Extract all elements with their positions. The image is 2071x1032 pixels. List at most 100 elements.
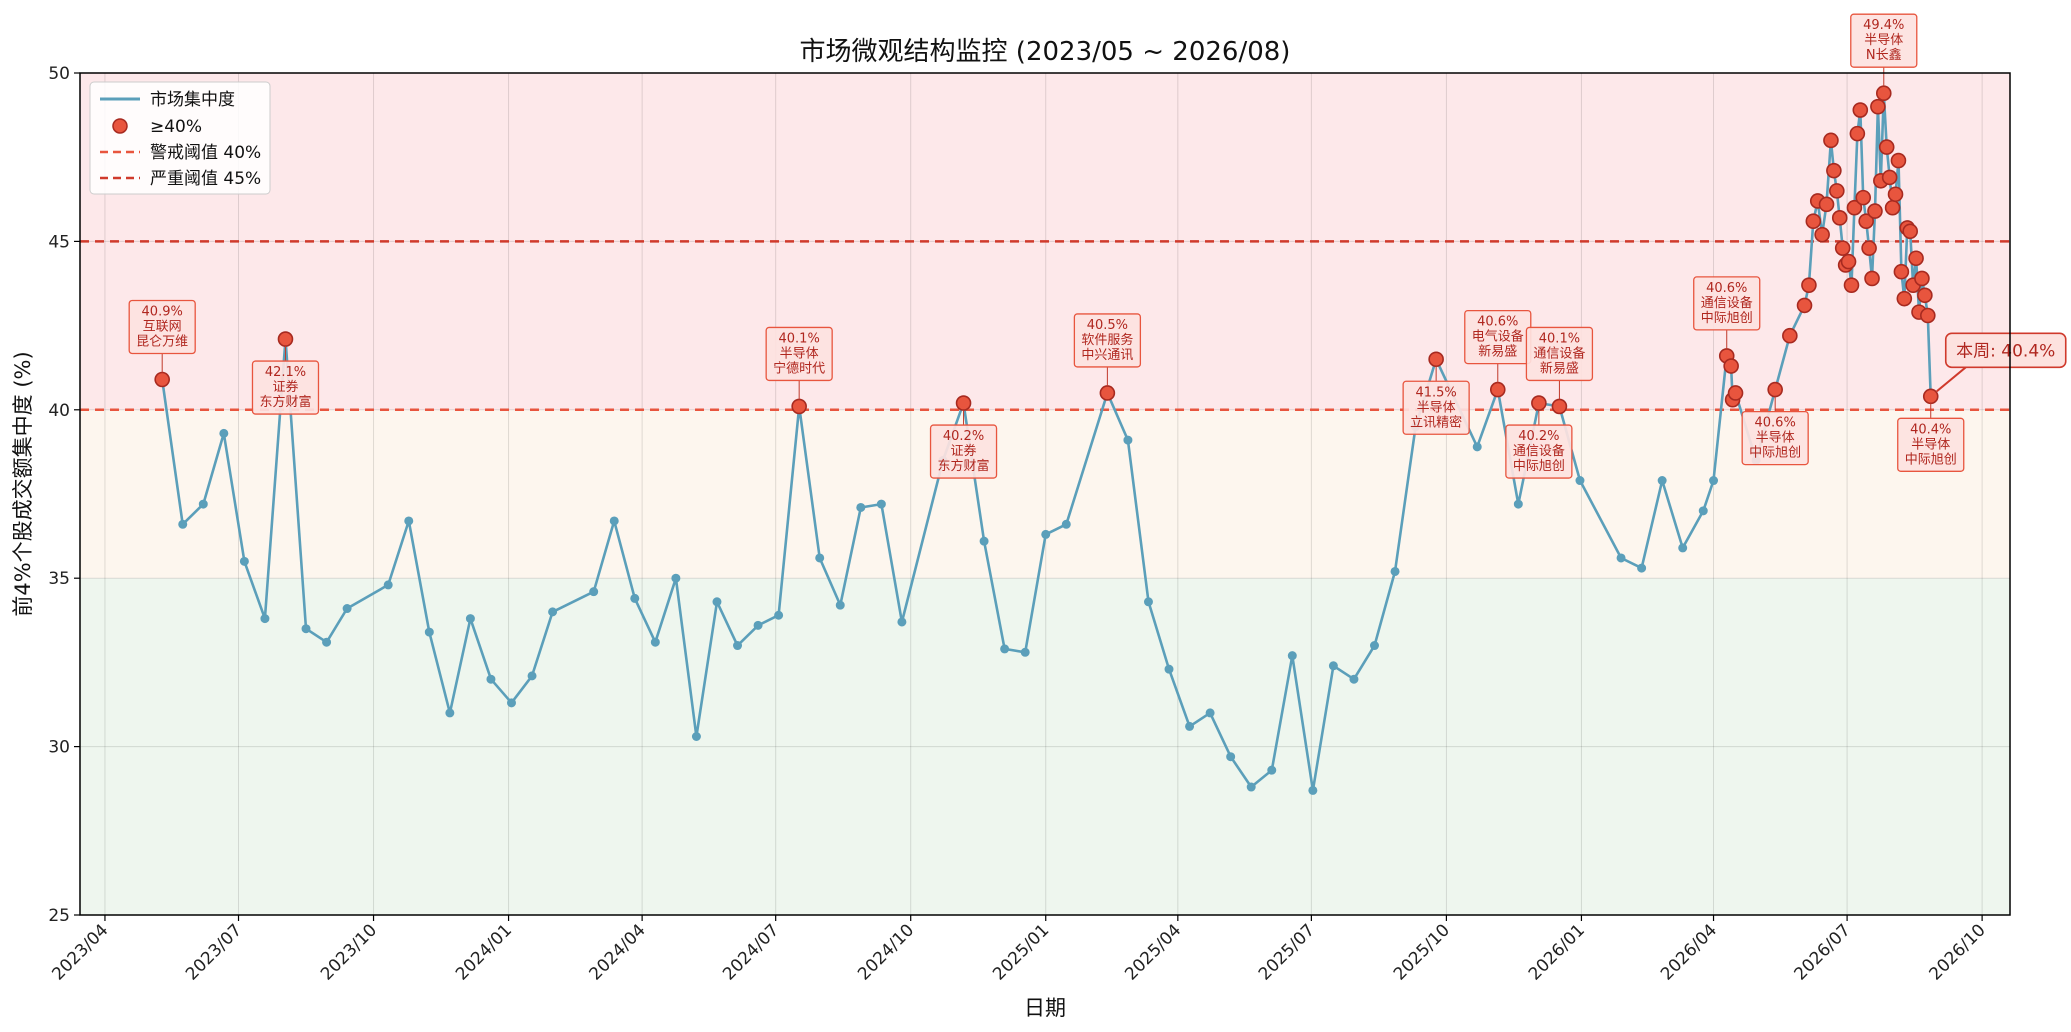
alert-point <box>1917 287 1933 304</box>
data-point <box>301 624 311 634</box>
data-point <box>548 607 558 617</box>
alert-point <box>1858 213 1874 229</box>
y-tick-label: 35 <box>48 569 70 589</box>
y-tick-label: 25 <box>48 906 70 926</box>
annotation-line: 41.5% <box>1415 385 1456 400</box>
legend-label-alert: ≥40% <box>150 117 202 137</box>
data-point <box>527 671 537 681</box>
data-point <box>506 698 516 708</box>
current-leader <box>1936 366 1967 393</box>
alert-point <box>1723 358 1739 374</box>
annotation-label: 40.9%互联网昆仑万维 <box>136 304 188 349</box>
annotation-line: 40.4% <box>1910 422 1951 437</box>
data-point <box>897 617 907 627</box>
data-point <box>835 600 845 610</box>
annotation-line: 电气设备 <box>1472 329 1524 345</box>
data-point <box>1709 476 1719 486</box>
annotation-label: 40.6%通信设备中际旭创 <box>1701 281 1753 326</box>
x-axis: 2023/04 2023/07 2023/10 2024/01 2024/04 2024/… <box>48 915 1990 984</box>
alert-point <box>1801 277 1817 293</box>
data-point <box>445 708 455 718</box>
alert-point <box>1849 125 1866 142</box>
legend-marker-swatch <box>112 118 128 134</box>
annotation-line: 42.1% <box>265 365 306 380</box>
x-tick-label: 2024/01 <box>452 920 516 984</box>
alert-point <box>1099 385 1116 401</box>
alert-point <box>1823 132 1839 149</box>
y-tick-label: 40 <box>48 401 70 421</box>
annotation-line: 立讯精密 <box>1410 414 1462 430</box>
data-point <box>424 627 434 637</box>
data-point <box>691 731 701 741</box>
annotation-line: 半导体 <box>780 346 819 361</box>
y-tick-label: 50 <box>48 64 70 84</box>
legend-label-series: 市场集中度 <box>150 90 235 110</box>
data-point <box>1041 529 1051 539</box>
alert-point <box>154 371 170 388</box>
annotation-line: 40.2% <box>943 429 984 444</box>
data-point <box>671 573 681 583</box>
alert-point <box>1875 85 1892 102</box>
data-point <box>753 620 763 630</box>
annotation-label: 40.1%通信设备新易盛 <box>1533 331 1585 376</box>
x-tick-label: 2025/04 <box>1121 920 1185 984</box>
annotation-line: 东方财富 <box>259 394 311 410</box>
alert-point <box>1831 210 1848 226</box>
annotation-line: 40.2% <box>1518 429 1559 444</box>
alert-point <box>1818 196 1835 213</box>
alert-point <box>1908 250 1924 267</box>
alert-point <box>1864 270 1880 287</box>
alert-point <box>1855 189 1872 206</box>
data-point <box>1328 661 1338 671</box>
alert-point <box>1767 381 1783 398</box>
annotation-label: 40.6%电气设备新易盛 <box>1472 315 1524 360</box>
legend-label-warn: 警戒阈值 40% <box>150 143 261 163</box>
annotation-label: 40.1%半导体宁德时代 <box>773 331 825 376</box>
annotation-line: 40.6% <box>1477 315 1518 330</box>
annotation-box <box>1850 13 1918 68</box>
annotation-box <box>1897 417 1965 472</box>
x-tick-label: 2026/07 <box>1791 920 1855 984</box>
data-point <box>876 499 886 509</box>
alert-point <box>1884 199 1901 216</box>
zone-bands <box>80 73 2010 915</box>
annotation-label: 40.2%通信设备中际旭创 <box>1513 429 1565 474</box>
data-point <box>1390 566 1400 576</box>
alert-point <box>1727 385 1744 401</box>
annotation-box <box>128 299 196 355</box>
x-tick-label: 2023/10 <box>317 920 381 984</box>
annotation-line: 证券 <box>272 379 298 395</box>
annotation-line: 40.9% <box>142 304 183 319</box>
annotation-box <box>251 360 320 415</box>
annotation-line: 40.6% <box>1755 416 1796 431</box>
x-tick-label: 2026/01 <box>1525 920 1589 984</box>
chart-title: 市场微观结构监控 (2023/05 ~ 2026/08) <box>800 37 1291 67</box>
annotation-line: 半导体 <box>1756 431 1795 446</box>
x-tick-label: 2023/07 <box>182 920 246 984</box>
alert-point <box>1852 102 1869 118</box>
annotation-label: 40.4%半导体中际旭创 <box>1905 422 1957 467</box>
annotation-label: 49.4%半导体 N长鑫 <box>1863 18 1904 63</box>
alert-point <box>1846 199 1863 216</box>
data-point <box>712 597 722 607</box>
alert-point <box>277 331 294 347</box>
x-tick-label: 2024/10 <box>854 920 918 984</box>
annotation-line: 昆仑万维 <box>136 334 188 349</box>
current-label: 本周: 40.4% <box>1956 341 2055 361</box>
x-tick-label: 2025/01 <box>989 920 1053 984</box>
annotation-line: 中兴通讯 <box>1081 348 1133 363</box>
x-axis-title: 日期 <box>1024 996 1066 1020</box>
annotation-box <box>1741 410 1809 466</box>
alert-point <box>1551 398 1568 415</box>
alert-point <box>1826 162 1842 179</box>
alert-point <box>1878 139 1895 155</box>
annotation-line: 通信设备 <box>1533 345 1585 361</box>
alert-point <box>1834 240 1851 256</box>
annotation-line: 中际旭创 <box>1905 452 1957 467</box>
annotation-line: 半导体 <box>1864 33 1903 48</box>
data-point <box>589 587 599 597</box>
data-point <box>1020 647 1030 657</box>
data-point <box>1000 644 1010 654</box>
data-point <box>486 674 496 684</box>
